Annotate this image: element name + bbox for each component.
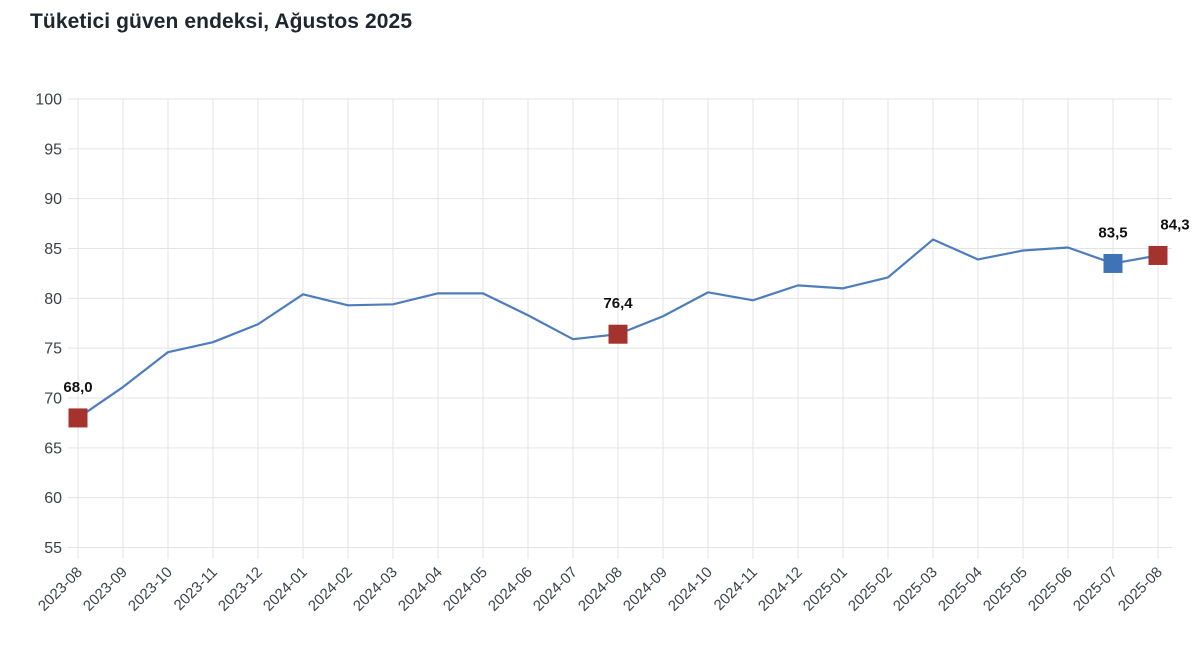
x-axis-label: 2024-12 bbox=[755, 564, 806, 615]
data-marker[interactable] bbox=[1103, 253, 1123, 273]
y-axis-label: 65 bbox=[44, 440, 62, 457]
y-axis-label: 100 bbox=[35, 92, 62, 109]
x-axis-label: 2025-08 bbox=[1115, 564, 1166, 615]
x-axis-label: 2025-05 bbox=[980, 564, 1031, 615]
x-axis-label: 2025-03 bbox=[890, 564, 941, 615]
x-axis-label: 2024-09 bbox=[620, 564, 671, 615]
y-axis-label: 95 bbox=[44, 141, 62, 158]
x-axis-label: 2024-06 bbox=[485, 564, 536, 615]
x-axis-label: 2024-04 bbox=[395, 564, 446, 615]
y-axis-label: 75 bbox=[44, 341, 62, 358]
y-axis-label: 80 bbox=[44, 291, 62, 308]
y-axis-label: 55 bbox=[44, 540, 62, 557]
data-marker[interactable] bbox=[1148, 245, 1168, 265]
x-axis-label: 2024-01 bbox=[260, 564, 311, 615]
x-axis-label: 2024-10 bbox=[665, 564, 716, 615]
x-axis-label: 2023-11 bbox=[171, 564, 221, 614]
x-axis-label: 2025-04 bbox=[935, 564, 986, 615]
y-axis-label: 90 bbox=[44, 191, 62, 208]
x-axis-label: 2025-07 bbox=[1070, 564, 1121, 615]
data-marker-label: 68,0 bbox=[63, 379, 92, 396]
x-axis-label: 2024-07 bbox=[530, 564, 581, 615]
data-marker-label: 76,4 bbox=[603, 295, 633, 312]
x-axis-label: 2025-01 bbox=[800, 564, 851, 615]
x-axis-label: 2024-03 bbox=[350, 564, 401, 615]
x-axis-label: 2025-06 bbox=[1025, 564, 1076, 615]
x-axis-label: 2024-05 bbox=[440, 564, 491, 615]
data-marker[interactable] bbox=[608, 324, 628, 344]
x-axis-label: 2023-12 bbox=[215, 564, 266, 615]
x-axis-label: 2023-08 bbox=[35, 564, 86, 615]
x-axis-label: 2023-09 bbox=[80, 564, 131, 615]
data-marker[interactable] bbox=[68, 408, 88, 428]
x-axis-label: 2025-02 bbox=[845, 564, 896, 615]
y-axis-label: 70 bbox=[44, 391, 62, 408]
x-axis-label: 2024-08 bbox=[575, 564, 626, 615]
y-axis-label: 85 bbox=[44, 241, 62, 258]
data-marker-label: 83,5 bbox=[1098, 224, 1127, 241]
data-marker-label: 84,3 bbox=[1160, 216, 1189, 233]
chart-title: Tüketici güven endeksi, Ağustos 2025 bbox=[30, 10, 413, 33]
x-axis-label: 2024-02 bbox=[305, 564, 356, 615]
x-axis-label: 2024-11 bbox=[711, 564, 761, 614]
x-axis-label: 2023-10 bbox=[125, 564, 176, 615]
y-axis-label: 60 bbox=[44, 490, 62, 507]
